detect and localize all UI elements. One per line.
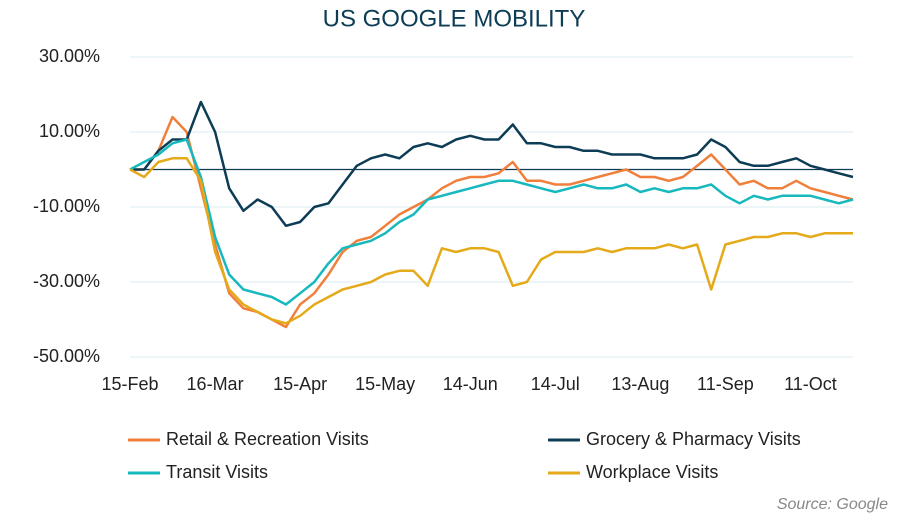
x-tick-label: 11-Sep: [697, 374, 754, 394]
x-tick-label: 15-May: [355, 374, 415, 394]
legend-label: Grocery & Pharmacy Visits: [586, 429, 801, 449]
x-tick-label: 16-Mar: [187, 374, 244, 394]
y-tick-label: -10.00%: [33, 196, 100, 216]
legend-label: Transit Visits: [166, 462, 268, 482]
y-tick-label: -30.00%: [33, 271, 100, 291]
y-tick-label: 30.00%: [39, 46, 100, 66]
x-tick-label: 15-Feb: [101, 374, 158, 394]
source-note: Source: Google: [777, 496, 888, 513]
x-tick-label: 14-Jul: [531, 374, 580, 394]
chart-title: US GOOGLE MOBILITY: [323, 5, 586, 32]
x-tick-label: 11-Oct: [784, 374, 837, 394]
series-line: [129, 157, 853, 325]
series-line: [129, 138, 854, 306]
series-line: [130, 115, 854, 329]
series-line: [130, 100, 854, 228]
legend-label: Workplace Visits: [586, 462, 718, 482]
x-tick-label: 14-Jun: [443, 374, 498, 394]
y-tick-label: 10.00%: [39, 121, 100, 141]
y-tick-label: -50.00%: [33, 346, 100, 366]
x-tick-label: 13-Aug: [611, 374, 669, 394]
legend-label: Retail & Recreation Visits: [166, 429, 369, 449]
x-tick-label: 15-Apr: [273, 374, 327, 394]
